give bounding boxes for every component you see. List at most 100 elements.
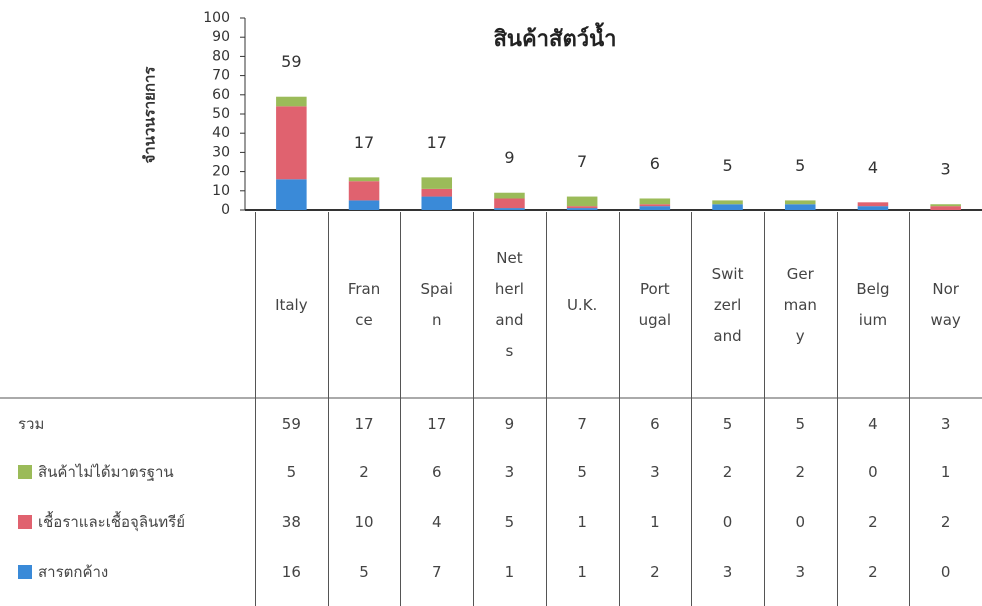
table-value: 1 [940,462,951,481]
category-label: Nor way [930,280,961,329]
bar-segment [276,106,307,180]
table-value: 0 [868,462,878,481]
legend-label: สินค้าไม่ได้มาตรฐาน [38,463,174,481]
bar-segment [784,200,816,205]
table-value: 0 [722,512,733,531]
column-line [618,212,620,606]
data-label: 59 [281,52,301,71]
y-tick-label: 40 [212,125,230,141]
bar-segment [639,204,671,207]
table-value: 1 [650,512,660,531]
data-label: 6 [650,154,660,173]
bar-segment [639,198,671,205]
table-value: 10 [354,512,374,531]
data-label: 3 [941,160,951,179]
table-value: 3 [940,414,951,433]
table-value: 9 [504,414,515,433]
category-label: Spai n [420,280,453,329]
bar-segment [421,188,453,197]
bar-segment [348,177,380,182]
table-value: 6 [650,414,660,433]
legend-swatch [18,465,32,479]
table-value: 5 [577,462,587,481]
bar-segment [421,196,453,210]
table-value: 3 [504,462,515,481]
column-line [473,212,475,606]
table-value: 5 [795,414,805,433]
table-value: 7 [577,414,587,433]
table-value: 2 [868,512,878,531]
column-line [400,212,402,606]
y-tick-label: 60 [212,87,230,103]
table-value: 59 [281,414,301,433]
legend-label: รวม [18,415,45,433]
bar-segment [566,206,598,209]
table-value: 17 [427,414,447,433]
category-label: Ger man y [783,264,817,345]
category-label: Net herl and s [494,249,524,360]
table-value: 4 [431,512,442,531]
column-line [545,212,547,606]
y-tick-label: 20 [212,164,230,180]
data-label: 9 [504,148,514,167]
table-value: 2 [722,462,733,481]
category-label: Port ugal [638,280,672,329]
table-value: 5 [722,414,733,433]
bar-segment [930,206,961,210]
data-label: 7 [577,152,587,171]
data-label: 17 [427,133,447,152]
y-tick-label: 10 [212,183,230,199]
y-tick-label: 30 [212,144,230,160]
y-tick-label: 50 [212,106,230,122]
table-value: 3 [650,462,660,481]
bar-segment [712,200,743,205]
bar-segment [276,96,307,107]
row-label: สารตกค้าง [18,557,108,587]
column-line [255,212,256,606]
table-value: 16 [281,562,301,581]
table-value: 1 [577,562,587,581]
bar-segment [494,208,525,210]
category-label: Belg ium [856,280,890,329]
table-value: 1 [504,562,515,581]
table-value: 3 [795,562,805,581]
bar-segment [712,204,743,210]
y-axis-label: จำนวนรายการ [141,66,159,164]
table-value: 5 [286,462,297,481]
column-line [691,212,693,606]
bar-segment [639,206,671,210]
data-label: 4 [868,158,878,177]
category-label: Swit zerl and [711,264,744,345]
column-line [327,212,329,606]
table-value: 7 [431,562,442,581]
column-line [763,212,765,606]
table-value: 6 [431,462,442,481]
bar-segment [784,204,816,210]
y-tick-label: 90 [212,29,230,45]
bar-segment [421,177,453,189]
table-value: 38 [281,512,301,531]
bar-segment [348,200,380,210]
column-line [909,212,911,606]
category-label: Fran ce [347,280,381,329]
legend-swatch [18,515,32,529]
row-label: สินค้าไม่ได้มาตรฐาน [18,457,174,487]
category-label: U.K. [566,295,598,314]
bar-segment [857,206,889,210]
table-value: 2 [940,512,951,531]
column-line [836,212,838,606]
table-value: 2 [650,562,660,581]
bar-segment [276,179,307,210]
table-value: 2 [868,562,878,581]
bar-segment [566,196,598,207]
bar-segment [930,204,961,207]
bar-segment [566,208,598,210]
legend-label: เชื้อราและเชื้อจุลินทรีย์ [38,513,185,531]
table-value: 2 [795,462,805,481]
data-label: 5 [795,156,805,175]
bar-segment [494,192,525,199]
y-tick-label: 70 [212,68,230,84]
table-value: 1 [577,512,587,531]
